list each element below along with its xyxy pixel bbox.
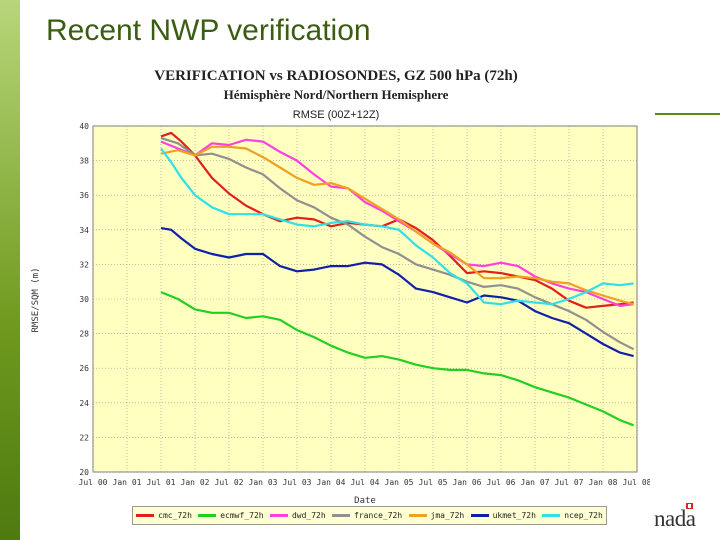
x-tick-label: Jul 03 <box>283 478 312 487</box>
x-axis-label: Date <box>354 496 376 506</box>
legend-item-ncep_72h: ncep_72h <box>542 511 603 520</box>
legend-label: cmc_72h <box>158 511 192 520</box>
legend-label: ukmet_72h <box>492 511 536 520</box>
x-tick-label: Jul 00 <box>79 478 108 487</box>
flag-icon <box>686 503 693 509</box>
x-tick-label: Jul 08 <box>623 478 650 487</box>
left-accent-bar <box>0 0 20 540</box>
x-tick-label: Jul 06 <box>487 478 516 487</box>
legend-item-jma_72h: jma_72h <box>408 511 465 520</box>
legend-label: france_72h <box>354 511 403 520</box>
x-tick-label: Jul 01 <box>147 478 176 487</box>
legend-item-cmc_72h: cmc_72h <box>136 511 192 520</box>
series-line-ukmet_72h <box>160 227 634 358</box>
x-tick-label: Jan 07 <box>521 478 550 487</box>
x-tick-label: Jan 04 <box>317 478 346 487</box>
chart-metric-label: RMSE (00Z+12Z) <box>292 109 380 121</box>
legend-swatch <box>470 514 489 517</box>
chart-subtitle: Hémisphère Nord/Northern Hemisphere <box>223 87 449 102</box>
x-tick-label: Jan 01 <box>113 478 142 487</box>
chart-figure: VERIFICATION vs RADIOSONDES, GZ 500 hPa … <box>22 62 650 536</box>
legend-label: jma_72h <box>430 511 465 520</box>
x-tick-label: Jan 03 <box>249 478 278 487</box>
y-tick-label: 24 <box>79 399 89 408</box>
series-line-jma_72h <box>160 145 634 306</box>
series-line-dwd_72h <box>160 138 634 307</box>
x-tick-label: Jul 07 <box>555 478 584 487</box>
x-tick-label: Jan 06 <box>453 478 482 487</box>
x-tick-label: Jul 02 <box>215 478 244 487</box>
y-tick-label: 40 <box>79 122 89 131</box>
legend-item-france_72h: france_72h <box>332 511 402 520</box>
legend-swatch <box>332 514 350 517</box>
y-tick-label: 20 <box>79 468 89 477</box>
legend-swatch <box>408 514 427 517</box>
series-line-france_72h <box>160 137 635 351</box>
y-tick-label: 38 <box>79 157 89 166</box>
series-line-ncep_72h <box>160 147 634 306</box>
y-tick-label: 34 <box>79 226 89 235</box>
legend-item-dwd_72h: dwd_72h <box>269 511 326 520</box>
chart-title: VERIFICATION vs RADIOSONDES, GZ 500 hPa … <box>154 68 518 84</box>
x-tick-label: Jan 08 <box>589 478 618 487</box>
series-line-ecmwf_72h <box>160 291 634 427</box>
y-tick-label: 26 <box>79 364 89 373</box>
slide-title: Recent NWP verification <box>46 14 371 47</box>
y-tick-label: 30 <box>79 295 89 304</box>
y-tick-label: 22 <box>79 433 89 442</box>
legend-item-ecmwf_72h: ecmwf_72h <box>198 511 264 520</box>
legend-swatch <box>269 514 288 517</box>
y-tick-label: 28 <box>79 330 89 339</box>
chart-legend: cmc_72h ecmwf_72h dwd_72h france_72h jma_72h… <box>132 506 607 525</box>
x-tick-label: Jul 04 <box>351 478 380 487</box>
y-tick-label: 36 <box>79 191 89 200</box>
legend-swatch <box>542 514 561 517</box>
legend-label: ecmwf_72h <box>220 511 264 520</box>
legend-label: ncep_72h <box>564 511 603 520</box>
series-line-cmc_72h <box>160 131 634 309</box>
accent-divider <box>655 113 720 115</box>
legend-swatch <box>136 514 155 517</box>
legend-swatch <box>198 514 217 517</box>
legend-label: dwd_72h <box>291 511 326 520</box>
y-axis-label: RMSE/SQM (m) <box>31 267 41 332</box>
x-tick-label: Jan 02 <box>181 478 210 487</box>
canada-wordmark: nada <box>654 506 696 531</box>
x-tick-label: Jul 05 <box>419 478 448 487</box>
x-tick-label: Jan 05 <box>385 478 414 487</box>
chart-svg: 20 22 24 26 28 30 32 34 36 38 40 Jul 00 Jan 01 Jul 0… <box>31 122 650 506</box>
y-tick-label: 32 <box>79 260 89 269</box>
legend-item-ukmet_72h: ukmet_72h <box>470 511 536 520</box>
